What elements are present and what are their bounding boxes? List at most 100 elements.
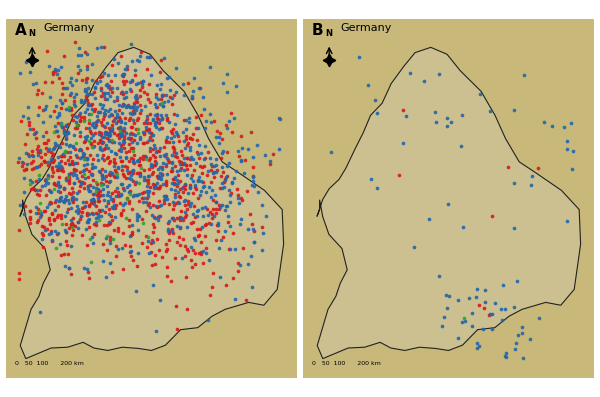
Point — [233, 268, 242, 274]
Point — [156, 125, 166, 131]
Point — [152, 110, 162, 117]
Point — [160, 193, 169, 199]
Point — [67, 232, 77, 239]
Point — [101, 172, 111, 179]
Point — [190, 237, 199, 243]
Point — [131, 192, 141, 198]
Point — [32, 129, 41, 135]
Point — [77, 154, 87, 160]
Point — [66, 104, 76, 111]
Point — [32, 91, 42, 97]
Point — [136, 133, 145, 140]
Point — [67, 197, 77, 203]
Point — [217, 180, 227, 186]
Point — [67, 75, 76, 81]
Point — [99, 93, 109, 99]
Point — [168, 144, 178, 150]
Point — [217, 237, 226, 243]
Point — [68, 199, 78, 205]
Point — [35, 149, 45, 155]
Point — [126, 145, 136, 151]
Point — [169, 181, 179, 187]
Point — [74, 147, 83, 154]
Point — [80, 203, 90, 210]
Point — [485, 311, 495, 318]
Point — [199, 162, 208, 169]
Point — [154, 116, 163, 122]
Point — [175, 167, 184, 173]
Point — [106, 260, 115, 266]
Point — [146, 72, 155, 78]
Point — [91, 106, 100, 112]
Point — [115, 147, 124, 153]
Point — [501, 353, 511, 360]
Point — [193, 233, 203, 239]
Point — [31, 164, 41, 170]
Point — [72, 121, 82, 128]
Point — [105, 132, 115, 138]
Point — [89, 156, 98, 162]
Point — [161, 112, 171, 118]
Point — [142, 66, 152, 72]
Point — [228, 275, 238, 281]
Point — [221, 281, 231, 288]
Point — [55, 75, 64, 82]
Point — [246, 252, 256, 259]
Point — [157, 166, 167, 172]
Point — [98, 241, 108, 247]
Point — [84, 224, 94, 230]
Point — [153, 96, 163, 102]
Point — [84, 211, 94, 217]
Point — [117, 127, 127, 133]
Point — [434, 273, 444, 279]
Point — [46, 149, 56, 156]
Point — [159, 199, 169, 206]
Point — [174, 193, 184, 199]
Point — [203, 317, 212, 324]
Point — [142, 233, 151, 239]
Point — [97, 172, 107, 178]
Point — [139, 167, 149, 173]
Point — [142, 199, 151, 205]
Point — [149, 185, 159, 191]
Point — [133, 130, 143, 136]
Point — [34, 104, 43, 111]
Point — [21, 166, 31, 173]
Point — [207, 163, 217, 169]
Point — [71, 152, 80, 158]
Point — [43, 180, 53, 187]
Point — [164, 237, 173, 243]
Point — [370, 96, 379, 103]
Point — [185, 147, 194, 153]
Point — [82, 79, 91, 85]
Point — [112, 96, 121, 103]
Point — [136, 87, 145, 93]
Point — [242, 188, 251, 195]
Point — [247, 129, 256, 135]
Point — [37, 161, 46, 168]
Point — [182, 305, 192, 312]
Point — [183, 190, 193, 196]
Point — [129, 100, 139, 106]
Point — [143, 179, 152, 186]
Point — [87, 172, 97, 178]
Point — [75, 117, 85, 123]
Point — [26, 185, 36, 192]
Point — [34, 206, 43, 212]
Point — [155, 213, 165, 219]
Point — [145, 81, 154, 87]
Point — [467, 322, 477, 329]
Point — [152, 104, 161, 110]
Point — [157, 93, 167, 100]
Point — [63, 206, 73, 212]
Point — [154, 125, 163, 132]
Point — [154, 185, 164, 191]
Point — [157, 125, 167, 132]
Point — [142, 183, 152, 189]
Point — [182, 155, 192, 162]
Text: N: N — [326, 29, 332, 38]
Point — [161, 193, 171, 199]
Point — [98, 139, 107, 146]
Point — [366, 176, 376, 182]
Point — [41, 176, 51, 182]
